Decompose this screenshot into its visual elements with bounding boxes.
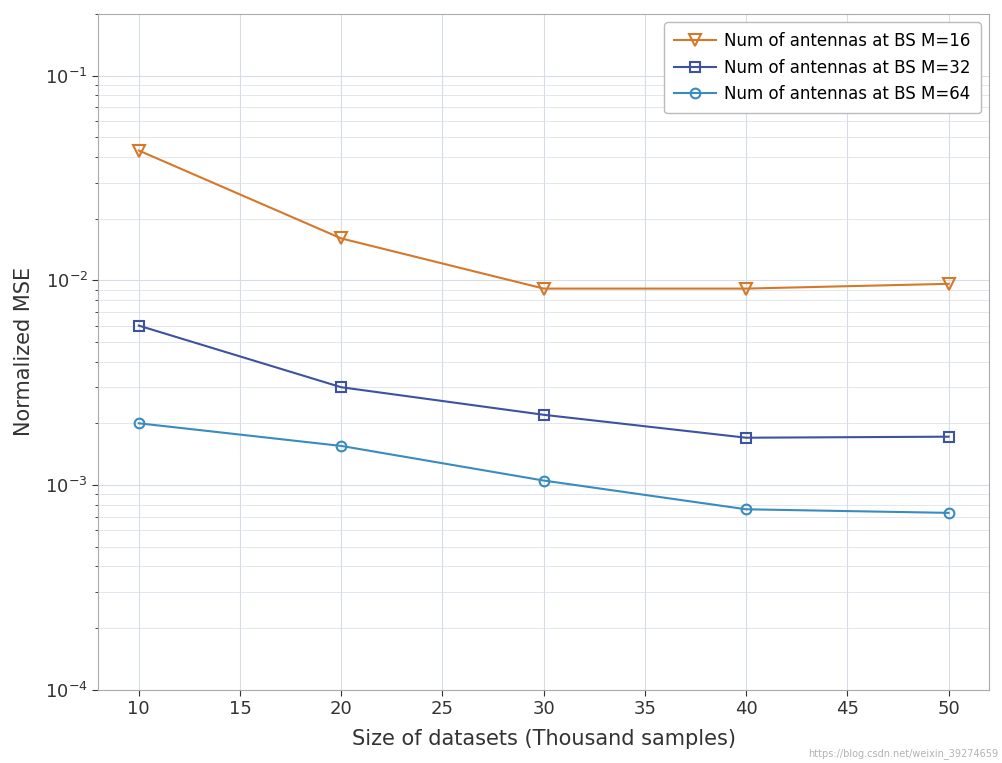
- Num of antennas at BS M=32: [739, 433, 752, 443]
- Num of antennas at BS M=32: [335, 383, 347, 392]
- Line: Num of antennas at BS M=32: Num of antennas at BS M=32: [134, 320, 953, 443]
- Text: https://blog.csdn.net/weixin_39274659: https://blog.csdn.net/weixin_39274659: [807, 749, 997, 759]
- Num of antennas at BS M=16: [537, 284, 549, 293]
- X-axis label: Size of datasets (Thousand samples): Size of datasets (Thousand samples): [352, 729, 735, 749]
- Num of antennas at BS M=32: [942, 432, 954, 441]
- Num of antennas at BS M=64: [537, 476, 549, 485]
- Num of antennas at BS M=16: [132, 146, 144, 155]
- Num of antennas at BS M=64: [335, 441, 347, 450]
- Num of antennas at BS M=32: [132, 321, 144, 330]
- Num of antennas at BS M=64: [942, 508, 954, 517]
- Num of antennas at BS M=64: [739, 504, 752, 513]
- Y-axis label: Normalized MSE: Normalized MSE: [14, 267, 34, 436]
- Num of antennas at BS M=16: [942, 279, 954, 288]
- Legend: Num of antennas at BS M=16, Num of antennas at BS M=32, Num of antennas at BS M=: Num of antennas at BS M=16, Num of anten…: [663, 22, 980, 113]
- Line: Num of antennas at BS M=64: Num of antennas at BS M=64: [134, 418, 953, 518]
- Num of antennas at BS M=32: [537, 410, 549, 420]
- Line: Num of antennas at BS M=16: Num of antennas at BS M=16: [133, 145, 953, 295]
- Num of antennas at BS M=64: [132, 419, 144, 428]
- Num of antennas at BS M=16: [739, 284, 752, 293]
- Num of antennas at BS M=16: [335, 233, 347, 243]
